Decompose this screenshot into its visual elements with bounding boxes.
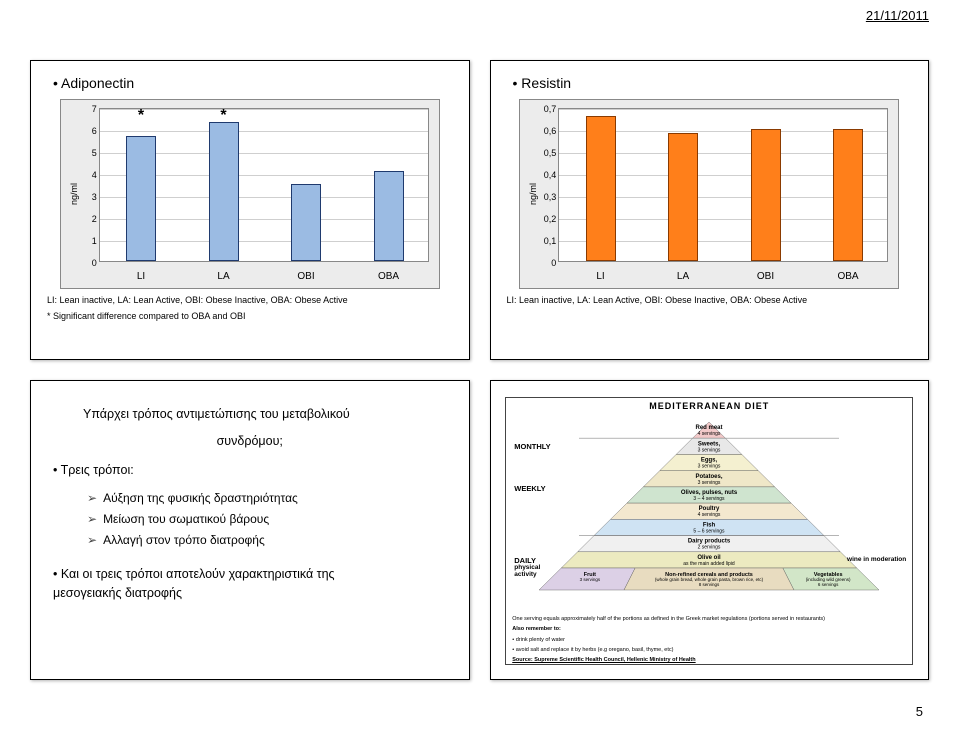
xcat: LA [217,271,229,282]
ytick: 0,4 [542,170,556,180]
pyramid-title: MEDITERRANEAN DIET [506,398,912,414]
xcat: LI [137,271,145,282]
arrow-item: Αύξηση της φυσικής δραστηριότητας [87,489,447,507]
ylabel-adiponectin: ng/ml [69,183,79,205]
svg-text:8 servings: 8 servings [699,582,720,587]
ytick: 1 [83,236,97,246]
ytick: 2 [83,214,97,224]
ytick: 0 [542,258,556,268]
ytick: 3 [83,192,97,202]
ytick: 7 [83,104,97,114]
side-physical: physical activity [514,564,554,578]
ytick: 4 [83,170,97,180]
text-heading-line1: Υπάρχει τρόπος αντιμετώπισης του μεταβολ… [83,405,447,424]
ytick: 0,1 [542,236,556,246]
xcat: OBI [757,271,774,282]
bar [668,133,698,261]
slide-title-adiponectin: Adiponectin [53,75,453,91]
arrow-item: Αλλαγή στον τρόπο διατροφής [87,531,447,549]
svg-text:4 servings: 4 servings [698,512,721,518]
arrow-list: Αύξηση της φυσικής δραστηριότητας Μείωση … [53,489,447,549]
bar [374,171,404,261]
svg-text:as the main added lipid: as the main added lipid [684,561,736,567]
slide-text: Υπάρχει τρόπος αντιμετώπισης του μεταβολ… [30,380,470,680]
ytick: 0 [83,258,97,268]
plot-resistin [558,108,888,262]
bar [833,129,863,261]
svg-text:5 – 6 servings: 5 – 6 servings [694,528,726,534]
freq-monthly: MONTHLY [514,442,550,451]
page-number: 5 [30,704,923,719]
ytick: 0,5 [542,148,556,158]
caption-resistin-1: LI: Lean inactive, LA: Lean Active, OBI:… [507,295,913,307]
bar [126,136,156,261]
star-marker: * [138,107,144,125]
slide-pyramid: MEDITERRANEAN DIET MONTHLY WEEKLY DAILY … [490,380,930,680]
xcat: LA [677,271,689,282]
slide-title-resistin: Resistin [513,75,913,91]
side-wine: wine in moderation [846,556,906,563]
caption-adiponectin-2: * Significant difference compared to OBA… [47,311,453,323]
bar [751,129,781,261]
svg-text:2 servings: 2 servings [698,545,721,551]
bar [586,116,616,261]
star-marker: * [220,107,226,125]
plot-adiponectin [99,108,429,262]
svg-text:6 servings: 6 servings [818,582,839,587]
text-heading-line2: συνδρόμου; [53,432,447,451]
svg-text:4 servings: 4 servings [698,431,721,437]
bar [209,122,239,261]
caption-adiponectin-1: LI: Lean inactive, LA: Lean Active, OBI:… [47,295,453,307]
bar [291,184,321,261]
svg-text:3 servings: 3 servings [698,480,721,486]
pyr-foot-3: • drink plenty of water [506,635,912,645]
arrow-item: Μείωση του σωματικού βάρους [87,510,447,528]
ytick: 5 [83,148,97,158]
svg-text:3 servings: 3 servings [698,464,721,470]
ytick: 0,7 [542,104,556,114]
slides-grid: Adiponectin ng/ml 0 1 2 3 4 5 6 7 LI * LA * OBI OBA L… [30,60,929,680]
bullet-tropoi: Τρεις τρόποι: [53,461,447,480]
pyramid-box: MEDITERRANEAN DIET MONTHLY WEEKLY DAILY … [505,397,913,665]
bullet-mesogeiaki: Και οι τρεις τρόποι αποτελούν χαρακτηρισ… [53,565,373,603]
page: 21/11/2011 Adiponectin ng/ml 0 1 2 3 4 5 6 7 LI *… [0,0,959,739]
chart-adiponectin: ng/ml 0 1 2 3 4 5 6 7 LI * LA * OBI OBA [60,99,440,289]
xcat: OBI [297,271,314,282]
pyr-foot-4: • avoid salt and replace it by herbs (e.… [506,645,912,655]
ytick: 0,3 [542,192,556,202]
pyr-foot-5: Source: Supreme Scientific Health Counci… [506,655,912,665]
ytick: 6 [83,126,97,136]
pyr-foot-2: Also remember to: [506,624,912,634]
slide-adiponectin: Adiponectin ng/ml 0 1 2 3 4 5 6 7 LI * LA * OBI OBA L… [30,60,470,360]
xcat: OBA [378,271,399,282]
chart-resistin: ng/ml 0 0,1 0,2 0,3 0,4 0,5 0,6 0,7 LI LA OBI OBA [519,99,899,289]
svg-text:3 – 4 servings: 3 – 4 servings [694,496,726,502]
ylabel-resistin: ng/ml [528,183,538,205]
svg-text:3 servings: 3 servings [580,577,601,582]
freq-weekly: WEEKLY [514,484,545,493]
xcat: LI [596,271,604,282]
header-date: 21/11/2011 [866,8,929,23]
svg-text:3 servings: 3 servings [698,447,721,453]
ytick: 0,6 [542,126,556,136]
pyramid-svg: Red meat4 servingsSweets,3 servingsEggs,… [519,414,899,614]
pyr-foot-1: One serving equals approximately half of… [506,614,912,624]
xcat: OBA [837,271,858,282]
slide-resistin: Resistin ng/ml 0 0,1 0,2 0,3 0,4 0,5 0,6 0,7 LI L… [490,60,930,360]
ytick: 0,2 [542,214,556,224]
